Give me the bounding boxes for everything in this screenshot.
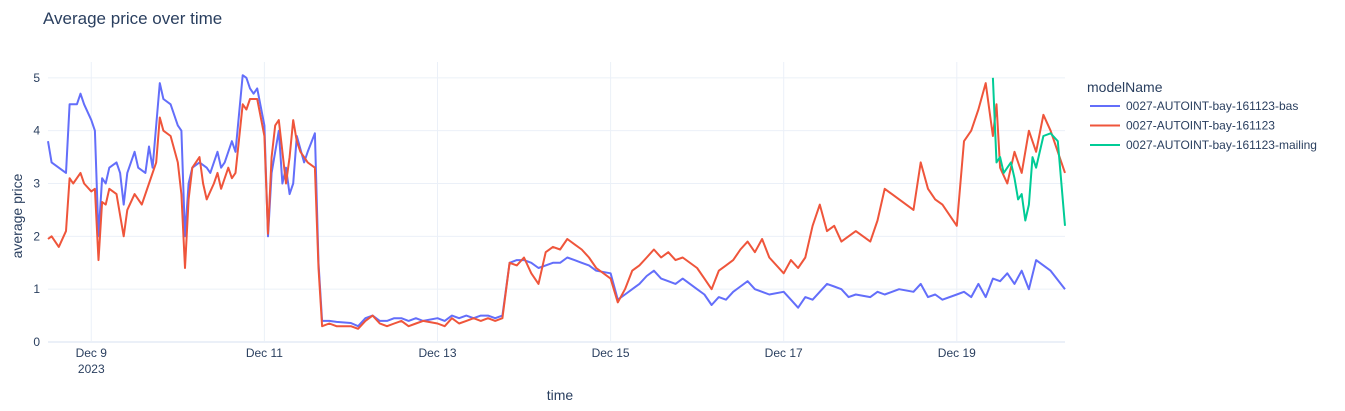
x-tick-label: Dec 15 <box>592 346 630 360</box>
grid <box>48 62 1065 343</box>
legend-title: modelName <box>1087 79 1163 95</box>
series-line-2 <box>47 82 1066 330</box>
x-tick-label: Dec 13 <box>418 346 456 360</box>
series-line-3 <box>991 77 1066 226</box>
x-tick-label: Dec 17 <box>765 346 803 360</box>
legend-entry-label: 0027-AUTOINT-bay-161123 <box>1126 119 1275 133</box>
legend-entry-label: 0027-AUTOINT-bay-161123-mailing <box>1126 138 1317 152</box>
x-tick-label: Dec 19 <box>938 346 976 360</box>
y-axis-title: average price <box>9 173 25 258</box>
series-line-1 <box>47 74 1066 328</box>
x-tick-label: Dec 11 <box>246 346 283 360</box>
y-tick-label: 2 <box>33 229 40 243</box>
series-lines <box>47 74 1066 330</box>
y-tick-label: 1 <box>33 282 40 296</box>
y-tick-label: 3 <box>33 177 40 191</box>
x-tick-sublabel: 2023 <box>78 362 105 376</box>
x-tick-labels: Dec 9 2023 Dec 11 Dec 13 Dec 15 Dec 17 Dec 19 <box>76 346 977 376</box>
legend-entry-label: 0027-AUTOINT-bay-161123-bas <box>1126 99 1298 113</box>
y-tick-label: 4 <box>33 124 40 138</box>
y-tick-label: 0 <box>33 335 40 349</box>
x-tick-label: Dec 9 <box>76 346 108 360</box>
legend: modelName 0027-AUTOINT-bay-161123-bas 002… <box>1087 79 1317 152</box>
x-axis-title: time <box>547 387 574 403</box>
y-tick-labels: 0 1 2 3 4 5 <box>33 71 40 349</box>
chart-title: Average price over time <box>43 9 222 28</box>
y-tick-label: 5 <box>33 71 40 85</box>
